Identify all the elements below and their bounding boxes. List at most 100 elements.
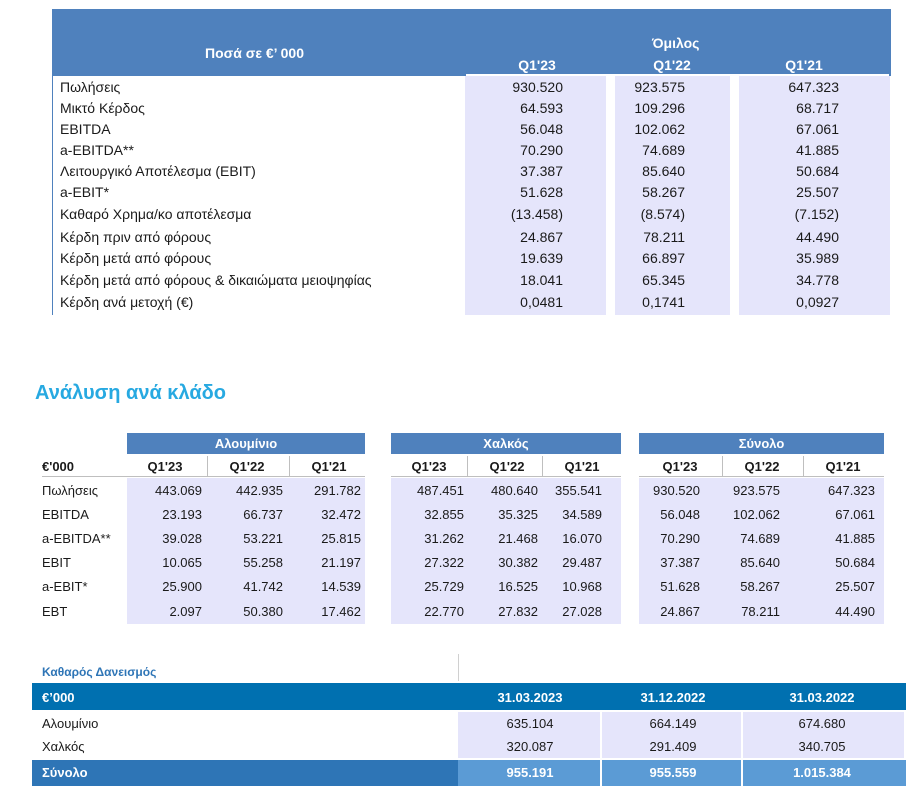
net-debt-header	[32, 683, 906, 710]
header-underline	[466, 74, 618, 76]
row-value: 67.061	[835, 507, 875, 522]
row-value: 39.028	[162, 531, 202, 546]
row-value: 18.041	[520, 272, 563, 288]
row-label: Κέρδη πριν από φόρους	[60, 229, 212, 245]
row-value: 50.684	[796, 163, 839, 179]
summary-row: Λειτουργικό Αποτέλεσμα (EBIT) 37.387 85.64…	[0, 161, 913, 182]
row-value: 37.387	[660, 555, 700, 570]
row-value: 17.462	[321, 604, 361, 619]
value-column	[639, 478, 884, 624]
row-value: 0,1741	[642, 294, 685, 310]
row-value: 44.490	[796, 229, 839, 245]
row-value: 56.048	[660, 507, 700, 522]
row-value: 25.729	[424, 579, 464, 594]
row-value: 31.262	[424, 531, 464, 546]
period-subheader: Q1'23	[662, 459, 698, 474]
row-label: Κέρδη μετά από φόρους	[60, 250, 212, 266]
segment-row: Πωλήσεις 443.069 442.935 291.782 487.451 480.…	[0, 480, 913, 502]
value-column	[615, 76, 730, 315]
row-value: 355.541	[555, 483, 602, 498]
row-label: EBITDA	[42, 507, 89, 522]
period-header-q1-22: Q1'22	[653, 57, 691, 73]
row-label: a-EBITDA**	[42, 531, 111, 546]
row-value: 29.487	[562, 555, 602, 570]
amounts-label: Ποσά σε €’ 000	[205, 45, 304, 61]
summary-row: Κέρδη ανά μετοχή (€) 0,0481 0,1741 0,0927	[0, 292, 913, 313]
row-value: 24.867	[660, 604, 700, 619]
net-debt-row: Αλουμίνιο 635.104 664.149 674.680	[0, 713, 913, 735]
total-value: 955.559	[649, 765, 697, 780]
row-label: Αλουμίνιο	[42, 716, 99, 731]
column-divider	[458, 654, 459, 681]
period-subheader: Q1'21	[564, 459, 600, 474]
value-column	[465, 76, 606, 315]
row-value: 58.267	[740, 579, 780, 594]
row-value: 30.382	[498, 555, 538, 570]
row-value: 51.628	[520, 184, 563, 200]
total-row-label-cell	[32, 760, 458, 786]
row-value: 443.069	[155, 483, 202, 498]
row-label: EBITDA	[60, 121, 111, 137]
net-debt-title: Καθαρός Δανεισμός	[42, 665, 157, 679]
summary-row: a-EBIT* 51.628 58.267 25.507	[0, 182, 913, 203]
row-label: Μικτό Κέρδος	[60, 100, 145, 116]
row-value: 923.575	[634, 79, 685, 95]
row-value: 647.323	[788, 79, 839, 95]
row-label: Καθαρό Χρημα/κο αποτέλεσμα	[60, 206, 252, 222]
header-separator	[391, 476, 621, 477]
row-value: 32.855	[424, 507, 464, 522]
row-value: 102.062	[634, 121, 685, 137]
date-header: 31.03.2022	[789, 690, 855, 705]
period-subheader: Q1'22	[229, 459, 265, 474]
period-subheader: Q1'23	[147, 459, 183, 474]
row-value: 67.061	[796, 121, 839, 137]
total-row-cell	[458, 760, 600, 786]
row-value: 14.539	[321, 579, 361, 594]
summary-row: Κέρδη μετά από φόρους & δικαιώματα μειοψ…	[0, 270, 913, 291]
row-value: 10.065	[162, 555, 202, 570]
row-value: 68.717	[796, 100, 839, 116]
segment-row: EBIT 10.065 55.258 21.197 27.322 30.382 29.487…	[0, 552, 913, 574]
segment-row: a-EBITDA** 39.028 53.221 25.815 31.262 21.468…	[0, 528, 913, 550]
row-label: EBIT	[42, 555, 71, 570]
column-divider	[467, 456, 468, 476]
row-value: 16.525	[498, 579, 538, 594]
row-value: 35.325	[498, 507, 538, 522]
row-value: 291.409	[649, 739, 697, 754]
column-divider	[803, 456, 804, 476]
summary-row: Καθαρό Χρημα/κο αποτέλεσμα (13.458) (8.574…	[0, 204, 913, 225]
table-left-border	[52, 76, 53, 315]
row-value: 25.507	[835, 579, 875, 594]
row-value: (13.458)	[510, 206, 563, 222]
column-divider	[207, 456, 208, 476]
row-value: 27.832	[498, 604, 538, 619]
row-value: (7.152)	[794, 206, 839, 222]
row-value: 51.628	[660, 579, 700, 594]
period-subheader: Q1'21	[825, 459, 861, 474]
row-value: 74.689	[740, 531, 780, 546]
row-value: 34.778	[796, 272, 839, 288]
column-divider	[722, 456, 723, 476]
total-row-label: Σύνολο	[42, 765, 88, 780]
segment-row: EBT 2.097 50.380 17.462 22.770 27.832 27.028 24…	[0, 601, 913, 623]
row-label: EBT	[42, 604, 68, 619]
value-column	[458, 712, 600, 758]
row-value: 320.087	[506, 739, 554, 754]
column-divider	[542, 456, 543, 476]
group-header-copper: Χαλκός	[391, 433, 621, 454]
period-subheader: Q1'23	[411, 459, 447, 474]
row-label: Κέρδη μετά από φόρους & δικαιώματα μειοψ…	[60, 272, 372, 288]
row-value: 674.680	[798, 716, 846, 731]
row-value: 109.296	[634, 100, 685, 116]
row-value: 34.589	[562, 507, 602, 522]
row-label: Λειτουργικό Αποτέλεσμα (EBIT)	[60, 163, 256, 179]
segment-row: a-EBIT* 25.900 41.742 14.539 25.729 16.525 10.…	[0, 576, 913, 598]
row-value: 27.322	[424, 555, 464, 570]
row-value: 16.070	[562, 531, 602, 546]
value-column	[127, 478, 365, 624]
row-value: 0,0927	[796, 294, 839, 310]
row-value: 70.290	[520, 142, 563, 158]
row-value: 85.640	[740, 555, 780, 570]
value-column	[743, 712, 904, 758]
row-value: 23.193	[162, 507, 202, 522]
